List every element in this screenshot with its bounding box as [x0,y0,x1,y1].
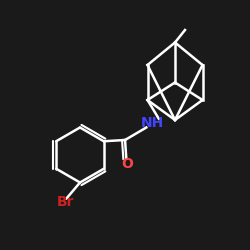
Text: NH: NH [141,116,164,130]
Text: O: O [122,157,134,171]
Text: Br: Br [56,196,74,209]
